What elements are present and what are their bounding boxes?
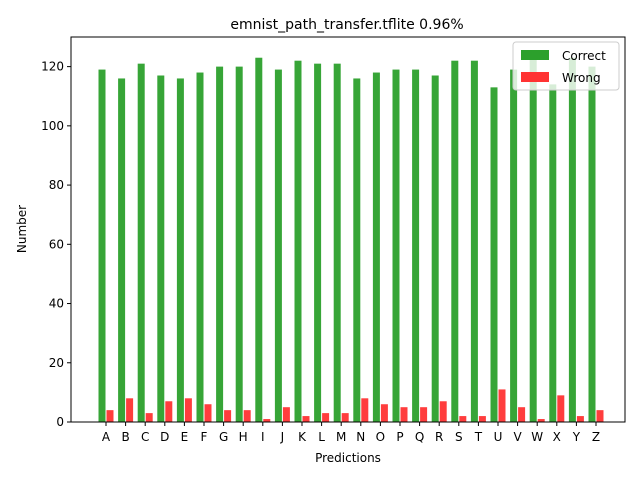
bar-correct-E	[176, 78, 184, 422]
bar-wrong-M	[341, 413, 349, 422]
bar-correct-V	[510, 69, 518, 423]
y-axis-ticks: 0 20 40 60 80 100 120	[41, 60, 71, 429]
bar-wrong-Y	[576, 416, 584, 422]
bar-correct-N	[353, 78, 361, 422]
bar-wrong-P	[400, 407, 408, 422]
x-tick-label-G: G	[219, 430, 228, 444]
bar-wrong-C	[145, 413, 153, 422]
bars-layer	[98, 57, 604, 423]
bar-correct-L	[314, 63, 322, 423]
y-tick-label: 60	[49, 237, 64, 251]
bar-wrong-W	[537, 419, 545, 422]
bar-correct-O	[372, 72, 380, 423]
bar-wrong-T	[478, 416, 486, 422]
y-tick-label: 120	[41, 60, 64, 74]
chart-title: emnist_path_transfer.tflite 0.96%	[230, 17, 463, 33]
bar-correct-M	[333, 63, 341, 423]
x-tick-label-N: N	[356, 430, 365, 444]
bar-wrong-H	[243, 410, 251, 422]
x-tick-label-E: E	[181, 430, 189, 444]
bar-wrong-D	[165, 401, 173, 422]
bar-wrong-U	[498, 389, 506, 422]
bar-correct-R	[431, 75, 439, 422]
bar-wrong-O	[380, 404, 388, 422]
x-tick-label-L: L	[318, 430, 325, 444]
bar-wrong-S	[459, 416, 467, 422]
bar-correct-S	[451, 60, 459, 422]
bar-correct-X	[549, 84, 557, 422]
x-tick-label-C: C	[141, 430, 149, 444]
legend-swatch-correct	[521, 50, 549, 60]
bar-correct-U	[490, 87, 498, 422]
bar-wrong-F	[204, 404, 212, 422]
plot-frame	[70, 36, 626, 423]
x-tick-label-H: H	[239, 430, 248, 444]
bar-wrong-Q	[420, 407, 428, 422]
bar-wrong-J	[282, 407, 290, 422]
bar-correct-D	[157, 75, 165, 422]
bar-wrong-N	[361, 398, 369, 422]
bar-correct-F	[196, 72, 204, 423]
y-tick-label: 0	[56, 415, 64, 429]
y-tick-label: 20	[49, 356, 64, 370]
bar-correct-H	[235, 66, 243, 422]
bar-correct-J	[274, 69, 282, 423]
x-tick-label-O: O	[376, 430, 385, 444]
bar-wrong-A	[106, 410, 114, 422]
bar-wrong-X	[557, 395, 565, 422]
legend-label-correct: Correct	[562, 49, 606, 63]
bar-correct-Q	[412, 69, 420, 423]
x-tick-label-K: K	[298, 430, 307, 444]
bar-wrong-E	[184, 398, 192, 422]
bar-correct-C	[137, 63, 145, 423]
bar-wrong-I	[263, 419, 271, 422]
x-tick-label-A: A	[102, 430, 111, 444]
x-tick-label-Z: Z	[592, 430, 600, 444]
x-tick-label-B: B	[121, 430, 129, 444]
bar-correct-I	[255, 57, 263, 422]
x-tick-label-F: F	[201, 430, 208, 444]
x-tick-label-J: J	[280, 430, 285, 444]
x-tick-label-V: V	[513, 430, 522, 444]
x-tick-label-I: I	[261, 430, 265, 444]
x-tick-label-M: M	[336, 430, 346, 444]
x-tick-label-P: P	[396, 430, 403, 444]
bar-correct-G	[216, 66, 224, 422]
x-tick-label-D: D	[160, 430, 169, 444]
bar-correct-W	[529, 57, 537, 422]
legend-label-wrong: Wrong	[562, 71, 601, 85]
y-tick-label: 40	[49, 297, 64, 311]
bar-correct-Y	[568, 57, 576, 422]
x-axis-label: Predictions	[315, 451, 381, 465]
bar-correct-B	[118, 78, 126, 422]
x-tick-label-T: T	[474, 430, 483, 444]
bar-correct-P	[392, 69, 400, 423]
bar-correct-Z	[588, 66, 596, 422]
y-tick-label: 100	[41, 119, 64, 133]
bar-wrong-R	[439, 401, 447, 422]
x-tick-label-U: U	[494, 430, 503, 444]
legend-swatch-wrong	[521, 72, 549, 82]
bar-wrong-V	[518, 407, 526, 422]
x-tick-label-Q: Q	[415, 430, 424, 444]
bar-correct-T	[470, 60, 478, 422]
y-tick-label: 80	[49, 178, 64, 192]
bar-correct-A	[98, 69, 106, 423]
bar-wrong-B	[126, 398, 134, 422]
bar-wrong-K	[302, 416, 310, 422]
x-tick-label-X: X	[553, 430, 561, 444]
x-tick-label-Y: Y	[572, 430, 581, 444]
x-tick-label-R: R	[435, 430, 443, 444]
bar-wrong-L	[322, 413, 330, 422]
bar-wrong-G	[224, 410, 232, 422]
bar-wrong-Z	[596, 410, 604, 422]
x-tick-label-S: S	[455, 430, 463, 444]
x-tick-label-W: W	[531, 430, 543, 444]
y-axis-label: Number	[15, 205, 29, 253]
bar-correct-K	[294, 60, 302, 422]
legend: Correct Wrong	[512, 41, 620, 91]
